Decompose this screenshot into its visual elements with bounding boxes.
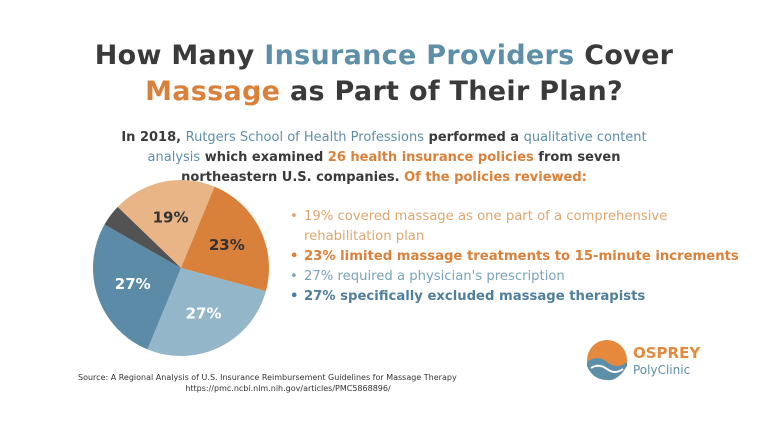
title-line: How Many Insurance Providers Cover — [0, 40, 768, 71]
pie-slice — [147, 268, 266, 356]
source-url: https://pmc.ncbi.nlm.nih.gov/articles/PM… — [185, 384, 391, 393]
legend-item: 23% limited massage treatments to 15-min… — [290, 247, 750, 267]
intro-text: Rutgers School of Health Professions — [185, 130, 425, 145]
intro-text: performed a — [428, 130, 520, 145]
pie-slice — [181, 186, 269, 292]
intro-text: 26 health insurance policies — [327, 150, 534, 165]
slice-label: 19% — [153, 209, 189, 227]
legend-item: 27% specifically excluded massage therap… — [290, 287, 750, 307]
pie-slice — [117, 180, 215, 268]
intro: In 2018, Rutgers School of Health Profes… — [112, 128, 656, 188]
title-line: Massage as Part of Their Plan? — [0, 76, 768, 107]
slice-label: 27% — [186, 304, 222, 322]
legend-item: 19% covered massage as one part of a com… — [290, 207, 750, 247]
title-text: Cover — [584, 40, 674, 71]
legend-item: 27% required a physician's prescription — [290, 267, 750, 287]
intro-text: from seven northeastern U.S. companies. — [181, 150, 621, 185]
title-highlight: Massage — [145, 76, 281, 107]
title-highlight: Insurance Providers — [264, 40, 575, 71]
logo-name: OSPREY — [633, 344, 701, 362]
title-text: as Part of Their Plan? — [289, 76, 623, 107]
slice-label: 23% — [209, 236, 245, 254]
logo-sub: PolyClinic — [633, 363, 690, 377]
title-text: How Many — [94, 40, 255, 71]
slice-label: 27% — [115, 275, 151, 293]
logo: OSPREY PolyClinic — [585, 336, 735, 390]
logo-wave-line — [590, 364, 624, 373]
pie-slice — [104, 206, 181, 268]
source: Source: A Regional Analysis of U.S. Insu… — [78, 372, 498, 394]
intro-text: Of the policies reviewed: — [404, 170, 587, 185]
legend: 19% covered massage as one part of a com… — [290, 207, 750, 307]
logo-graphic: OSPREY PolyClinic — [587, 340, 701, 381]
pie-slice — [92, 224, 181, 350]
intro-text: In 2018, — [121, 130, 182, 145]
source-text: Source: A Regional Analysis of U.S. Insu… — [78, 373, 457, 382]
intro-text: which examined — [204, 150, 324, 165]
intro-text: qualitative content analysis — [147, 130, 647, 165]
